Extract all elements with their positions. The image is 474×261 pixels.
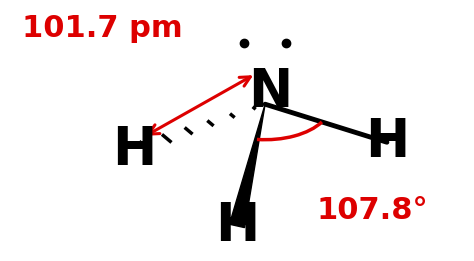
Text: H: H <box>112 124 156 176</box>
Text: H: H <box>365 116 409 168</box>
Text: H: H <box>215 200 259 252</box>
Polygon shape <box>229 104 265 228</box>
Text: N: N <box>248 66 292 117</box>
Text: 107.8°: 107.8° <box>317 196 428 225</box>
Text: 101.7 pm: 101.7 pm <box>21 14 182 43</box>
